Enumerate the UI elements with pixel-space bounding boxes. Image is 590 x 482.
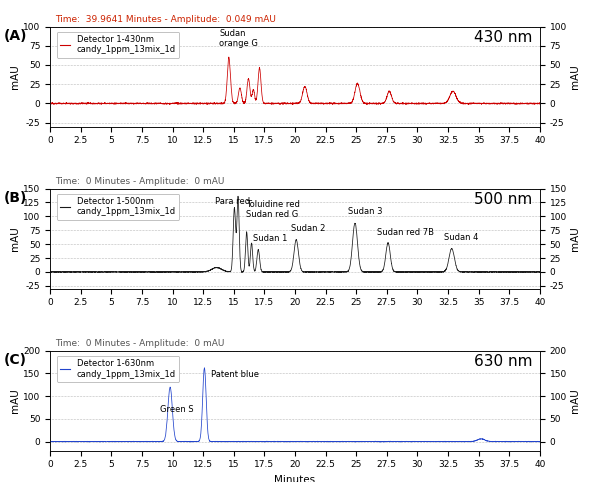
Y-axis label: mAU: mAU [569, 388, 579, 413]
Text: (C): (C) [4, 353, 27, 367]
Text: Sudan 2: Sudan 2 [291, 224, 326, 233]
Text: Sudan 1: Sudan 1 [253, 234, 288, 243]
Y-axis label: mAU: mAU [569, 226, 579, 251]
Text: 430 nm: 430 nm [474, 29, 533, 44]
Text: Sudan
orange G: Sudan orange G [219, 28, 258, 48]
Text: Para red: Para red [215, 197, 251, 206]
Text: (B): (B) [4, 190, 27, 204]
Text: Time:  0 Minutes - Amplitude:  0 mAU: Time: 0 Minutes - Amplitude: 0 mAU [55, 176, 224, 186]
Text: 500 nm: 500 nm [474, 191, 533, 207]
Legend: Detector 1-500nm
candy_1ppm_13mix_1d: Detector 1-500nm candy_1ppm_13mix_1d [57, 194, 179, 220]
Text: Sudan red 7B: Sudan red 7B [377, 228, 434, 237]
Text: Green S: Green S [160, 405, 194, 415]
Y-axis label: mAU: mAU [569, 64, 579, 89]
Text: Patent blue: Patent blue [211, 370, 258, 379]
Legend: Detector 1-430nm
candy_1ppm_13mix_1d: Detector 1-430nm candy_1ppm_13mix_1d [57, 32, 179, 58]
Text: Time:  39.9641 Minutes - Amplitude:  0.049 mAU: Time: 39.9641 Minutes - Amplitude: 0.049… [55, 14, 276, 24]
X-axis label: Minutes: Minutes [274, 475, 316, 482]
Text: 630 nm: 630 nm [474, 354, 533, 369]
Legend: Detector 1-630nm
candy_1ppm_13mix_1d: Detector 1-630nm candy_1ppm_13mix_1d [57, 356, 179, 382]
Text: Sudan 4: Sudan 4 [444, 233, 478, 242]
Text: Time:  0 Minutes - Amplitude:  0 mAU: Time: 0 Minutes - Amplitude: 0 mAU [55, 339, 224, 348]
Text: Sudan 3: Sudan 3 [348, 207, 382, 216]
Text: Toluidine red
Sudan red G: Toluidine red Sudan red G [246, 200, 300, 219]
Text: (A): (A) [4, 28, 27, 42]
Y-axis label: mAU: mAU [11, 64, 21, 89]
Y-axis label: mAU: mAU [11, 388, 21, 413]
Y-axis label: mAU: mAU [11, 226, 21, 251]
